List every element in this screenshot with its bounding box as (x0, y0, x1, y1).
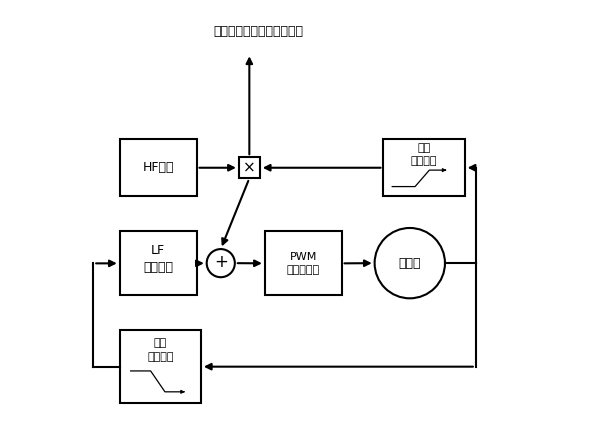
Bar (119, 139, 197, 196)
Text: +: + (214, 253, 228, 271)
Circle shape (207, 249, 235, 277)
Text: LF
電流制御: LF 電流制御 (143, 244, 173, 274)
Text: HF注入: HF注入 (142, 161, 174, 174)
Bar (119, 330, 201, 403)
Text: モータ: モータ (398, 257, 421, 269)
Bar (119, 232, 197, 295)
Text: PWM
インバータ: PWM インバータ (287, 252, 320, 275)
Circle shape (375, 228, 445, 298)
Bar (265, 232, 342, 295)
Bar (384, 139, 465, 196)
Bar (239, 157, 260, 178)
Text: ×: × (243, 160, 256, 175)
Text: 低域
フィルタ: 低域 フィルタ (147, 338, 174, 362)
Text: 高域
フィルタ: 高域 フィルタ (411, 143, 437, 166)
Text: 復調された信号－位置誤差: 復調された信号－位置誤差 (213, 25, 303, 38)
